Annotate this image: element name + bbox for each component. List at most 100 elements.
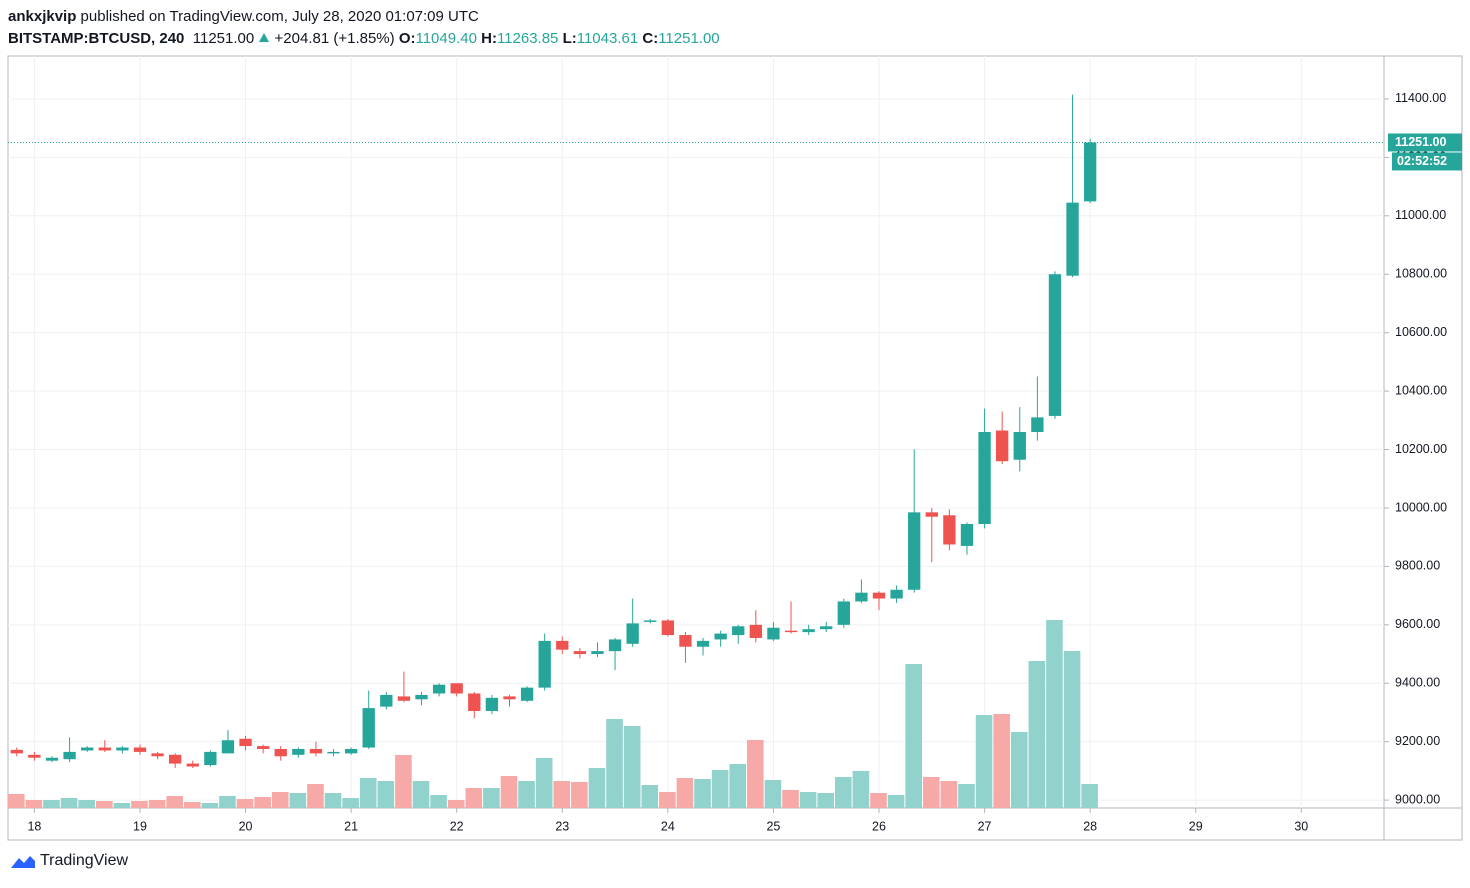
volume-bar <box>571 782 588 808</box>
candle-body <box>344 748 358 754</box>
volume-bar <box>500 776 518 808</box>
volume-bar <box>1046 620 1063 808</box>
x-tick-label: 23 <box>555 819 569 833</box>
volume-bar <box>483 788 500 808</box>
volume-bar <box>694 779 711 808</box>
volume-bar <box>711 770 729 808</box>
volume-bar <box>166 796 183 808</box>
high: 11263.85 <box>496 30 559 47</box>
open: 11049.40 <box>415 30 477 47</box>
candle-body <box>925 512 938 517</box>
volume-bar <box>659 792 676 808</box>
candle-body <box>714 633 727 640</box>
candle-body <box>591 651 604 655</box>
y-tick-label: 10400.00 <box>1395 383 1447 397</box>
candle-body <box>432 684 446 694</box>
volume-bar <box>553 781 571 808</box>
candle-body <box>116 747 129 751</box>
volume-bar <box>799 792 817 808</box>
volume-bar <box>606 719 623 808</box>
y-tick-label: 10000.00 <box>1395 500 1447 514</box>
volume-bar <box>254 797 271 808</box>
candle-body <box>292 748 305 755</box>
volume-bar <box>623 726 641 808</box>
candle-body <box>274 748 287 757</box>
volume-bar <box>201 803 219 808</box>
y-tick-label: 9800.00 <box>1395 559 1440 573</box>
volume-bar <box>43 800 60 808</box>
candle-body <box>485 697 499 712</box>
volume-bar <box>236 799 254 808</box>
quote-line: BITSTAMP:BTCUSD, 240 11251.00 +204.81 (+… <box>8 28 720 50</box>
up-arrow <box>259 33 270 42</box>
candle-body <box>309 748 323 754</box>
candle-body <box>960 524 974 546</box>
volume-bar <box>377 781 395 808</box>
candle-body <box>802 629 815 633</box>
publish-line: ankxjkvip published on TradingView.com, … <box>8 6 720 28</box>
candle-body <box>362 708 375 748</box>
high-label: H: <box>481 30 497 47</box>
published: published on TradingView.com, July 28, 2… <box>80 8 479 25</box>
candle-body <box>45 757 59 761</box>
y-tick-label: 10800.00 <box>1395 267 1447 281</box>
x-tick-label: 20 <box>239 819 253 833</box>
candle-body <box>327 751 340 754</box>
y-tick-label: 9200.00 <box>1395 734 1440 748</box>
logo[interactable]: TradingView <box>10 852 128 870</box>
volume-bar <box>324 793 342 808</box>
x-tick-label: 22 <box>450 819 464 833</box>
axis-layer: 9000.00 9200.00 9400.00 9600.00 9800.00 10000… <box>8 91 1462 833</box>
volume-bar <box>764 780 782 808</box>
volume-bar <box>852 771 870 808</box>
x-tick-label: 24 <box>661 819 675 833</box>
volume-layer <box>8 620 1098 808</box>
candle-body <box>380 694 393 707</box>
volume-bar <box>817 793 835 808</box>
volume-bar <box>412 781 430 808</box>
x-tick-label: 19 <box>133 819 147 833</box>
volume-bar <box>289 793 307 808</box>
grid <box>8 56 1384 808</box>
y-tick-label: 9400.00 <box>1395 676 1440 690</box>
volume-bar <box>342 798 359 808</box>
volume-bar <box>131 801 148 808</box>
volume-bar <box>747 740 764 808</box>
x-tick-label: 18 <box>27 819 41 833</box>
logo-icon <box>11 856 35 868</box>
volume-bar <box>588 768 606 808</box>
candle-body <box>749 624 762 638</box>
change: +204.81 (+1.85%) <box>274 30 395 47</box>
candle-body <box>81 747 94 751</box>
volume-bar <box>535 758 553 808</box>
volume-bar <box>307 784 324 808</box>
volume-bar <box>922 777 940 808</box>
symbol: BITSTAMP:BTCUSD, 240 <box>8 30 185 47</box>
candle-body <box>1031 417 1044 432</box>
volume-bar <box>25 800 43 808</box>
candle-body <box>1013 432 1026 460</box>
candle-body <box>943 515 956 545</box>
volume-bar <box>729 764 747 808</box>
candle-body <box>221 740 235 754</box>
candle-body <box>63 751 76 760</box>
volume-bar <box>148 800 166 808</box>
candle-body <box>626 623 639 644</box>
chart-frame <box>7 55 1463 841</box>
y-tick-label: 9600.00 <box>1395 617 1440 631</box>
candle-body <box>256 746 270 749</box>
volume-bar <box>905 664 922 808</box>
y-tick-label: 10600.00 <box>1395 325 1447 339</box>
candle-body <box>169 754 182 764</box>
volume-bar <box>676 778 694 808</box>
candle-body <box>661 620 675 636</box>
volume-bar <box>219 796 236 808</box>
volume-bar <box>1081 784 1098 808</box>
volume-bar <box>835 777 852 808</box>
close-label: C: <box>642 30 659 47</box>
x-tick-label: 26 <box>872 819 886 833</box>
candle-body <box>186 763 199 767</box>
volume-bar <box>518 781 535 808</box>
candle-body <box>1066 202 1079 276</box>
